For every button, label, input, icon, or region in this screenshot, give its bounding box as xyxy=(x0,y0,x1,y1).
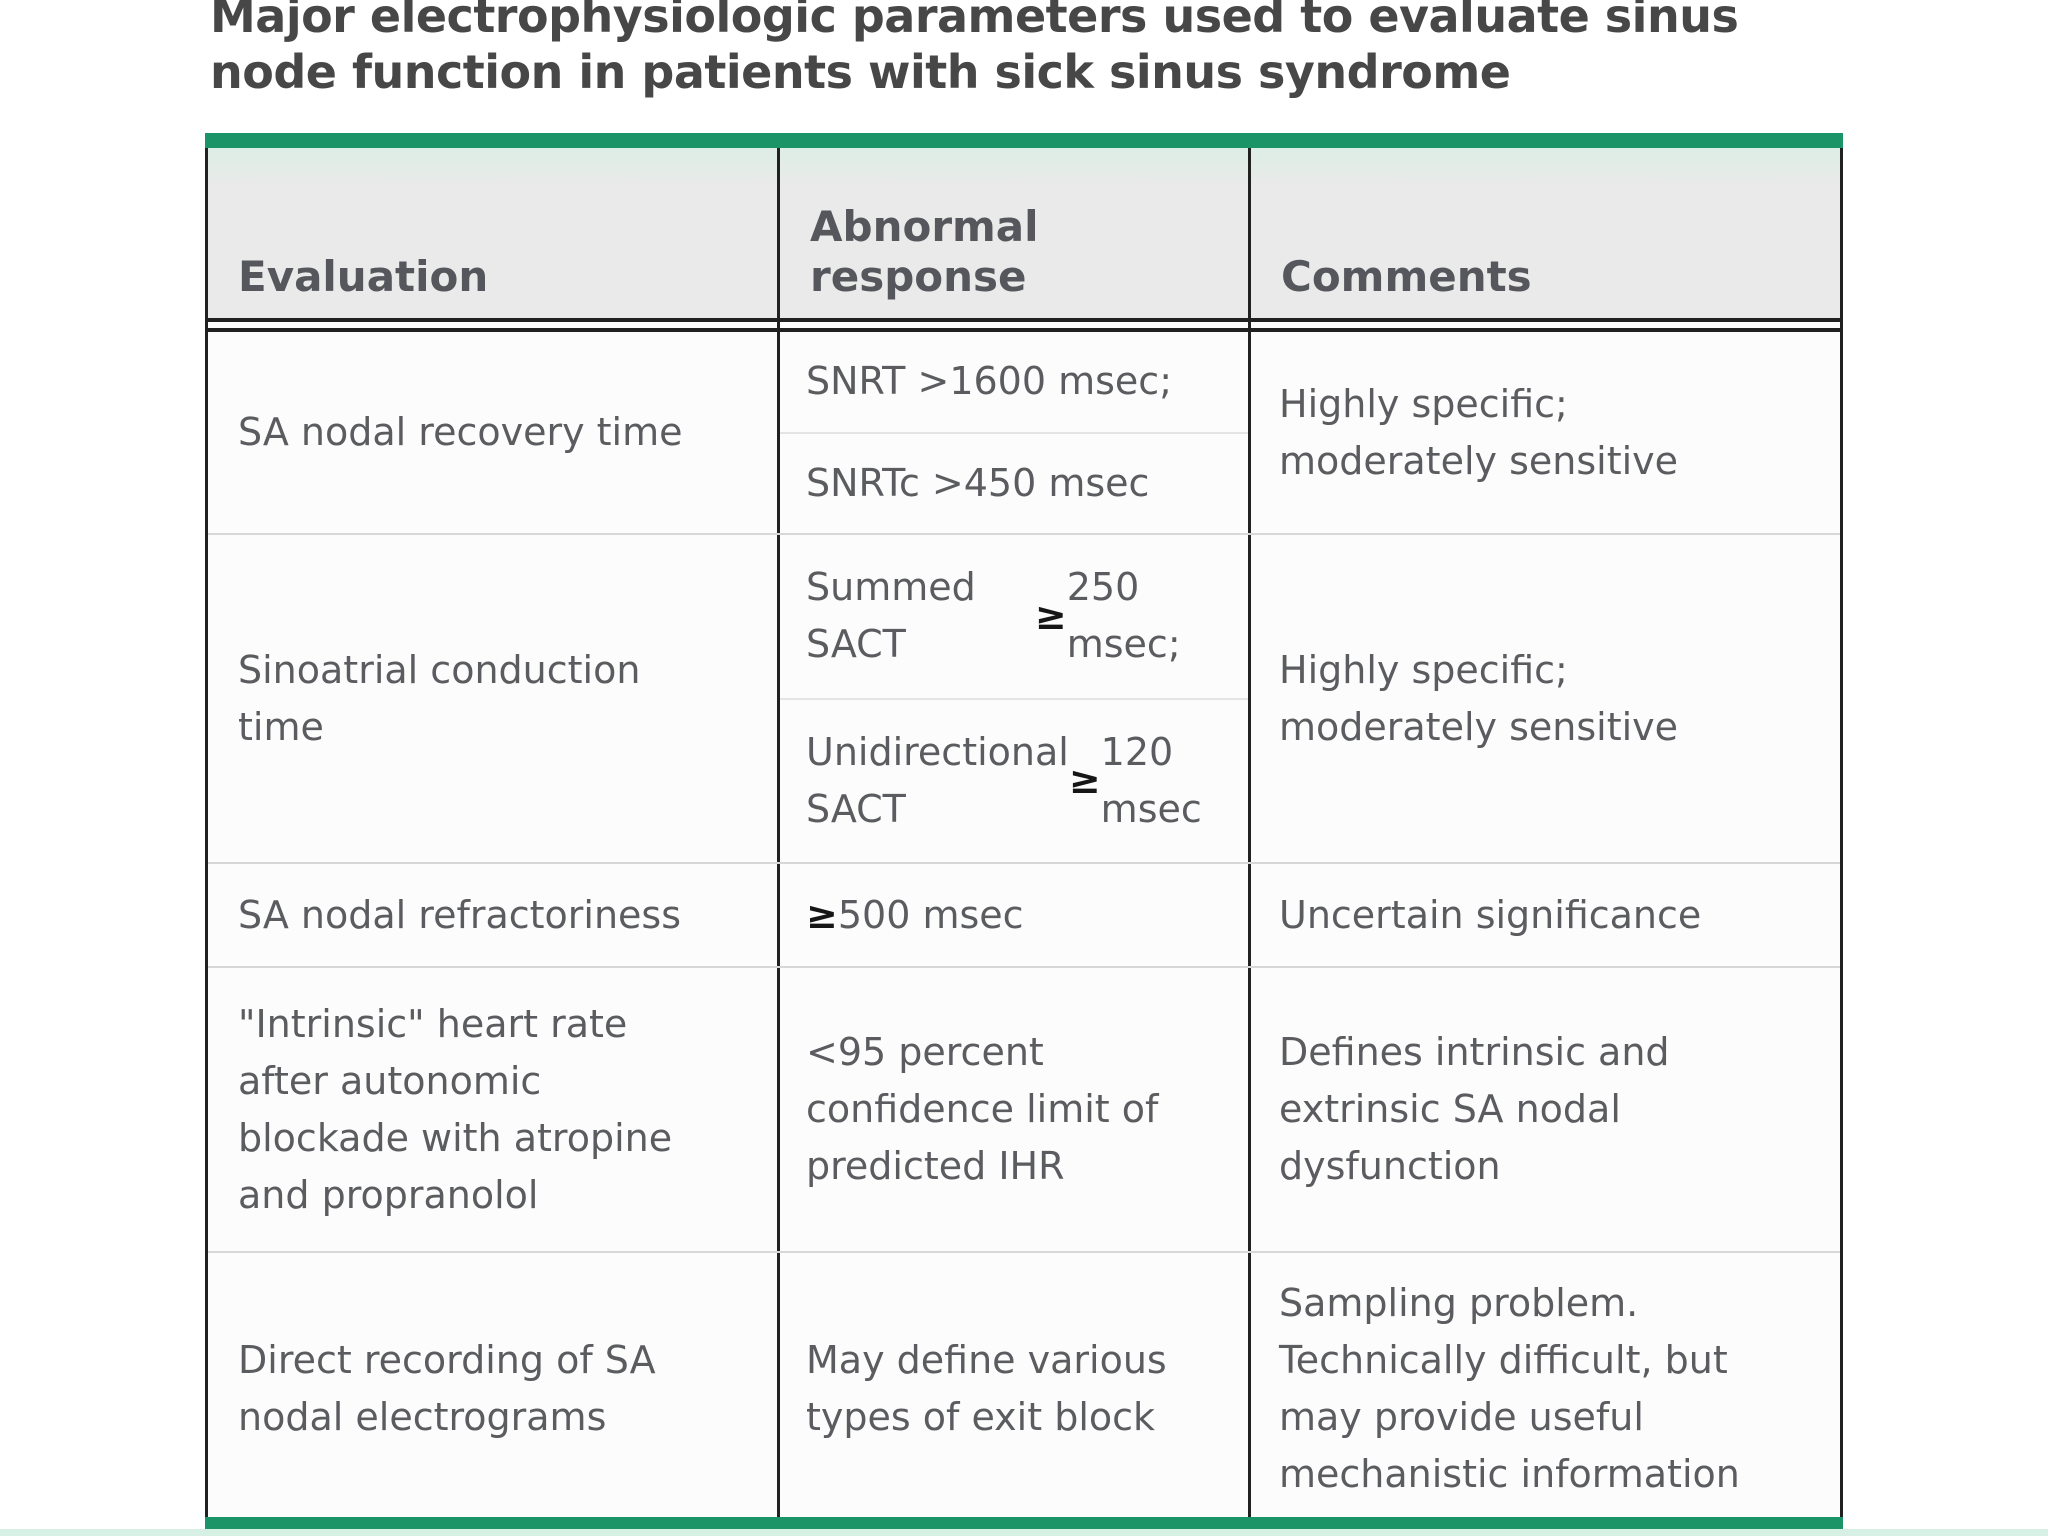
abnormal-response-cell: <95 percent confidence limit of predicte… xyxy=(780,968,1251,1251)
table-header-row: Evaluation Abnormal response Comments xyxy=(208,148,1840,318)
comment-cell: Defines intrinsic and extrinsic SA nodal… xyxy=(1279,1030,1670,1188)
evaluation-cell: SA nodal recovery time xyxy=(208,332,780,533)
table-row: SA nodal refractoriness ≥500 msec Uncert… xyxy=(208,862,1840,966)
abnormal-response-cell: Summed SACT ≥250 msec; Unidirectional SA… xyxy=(780,535,1251,862)
table-row: Direct recording of SA nodal electrogram… xyxy=(208,1251,1840,1525)
response-subcell: Unidirectional SACT ≥120 msec xyxy=(780,697,1248,863)
abnormal-response-cell: ≥500 msec xyxy=(780,864,1251,966)
table-top-accent-bar xyxy=(205,133,1843,148)
double-rule-segment xyxy=(780,318,1251,332)
evaluation-cell: Direct recording of SA nodal electrogram… xyxy=(208,1253,780,1525)
response-subcell: SNRTc >450 msec xyxy=(780,431,1248,534)
greater-equal-symbol: ≥ xyxy=(806,892,838,937)
column-header-comments: Comments xyxy=(1281,252,1532,301)
greater-equal-symbol: ≥ xyxy=(1034,593,1067,638)
bottom-mint-strip xyxy=(0,1529,2048,1536)
double-rule-segment xyxy=(1251,318,1840,332)
response-subcell: SNRT >1600 msec; xyxy=(806,359,1172,404)
header-double-rule xyxy=(208,318,1840,332)
comment-cell: Uncertain significance xyxy=(1279,892,1702,937)
double-rule-segment xyxy=(208,318,780,332)
evaluation-cell: SA nodal refractoriness xyxy=(208,864,780,966)
table-bottom-accent-bar xyxy=(205,1517,1843,1529)
table-row: Sinoatrial conduction time Summed SACT ≥… xyxy=(208,533,1840,862)
table-row: "Intrinsic" heart rate after autonomic b… xyxy=(208,966,1840,1251)
column-header-evaluation: Evaluation xyxy=(208,148,780,318)
evaluation-cell: "Intrinsic" heart rate after autonomic b… xyxy=(208,968,780,1251)
evaluation-cell: Sinoatrial conduction time xyxy=(208,535,780,862)
response-subcell: Summed SACT ≥250 msec; xyxy=(806,565,1181,667)
greater-equal-symbol: ≥ xyxy=(1068,758,1101,803)
comment-cell: Highly specific; moderately sensitive xyxy=(1279,647,1679,749)
parameters-table: Evaluation Abnormal response Comments SA… xyxy=(205,148,1843,1525)
page-title: Major electrophysiologic parameters used… xyxy=(210,0,1739,99)
abnormal-response-cell: SNRT >1600 msec; SNRTc >450 msec xyxy=(780,332,1251,533)
column-header-abnormal-response: Abnormal response xyxy=(780,148,1251,318)
comment-cell: Highly specific; moderately sensitive xyxy=(1279,381,1679,483)
abnormal-response-cell: May define various types of exit block xyxy=(780,1253,1251,1525)
table-row: SA nodal recovery time SNRT >1600 msec; … xyxy=(208,332,1840,533)
comment-cell: Sampling problem. Technically difficult,… xyxy=(1279,1281,1740,1496)
